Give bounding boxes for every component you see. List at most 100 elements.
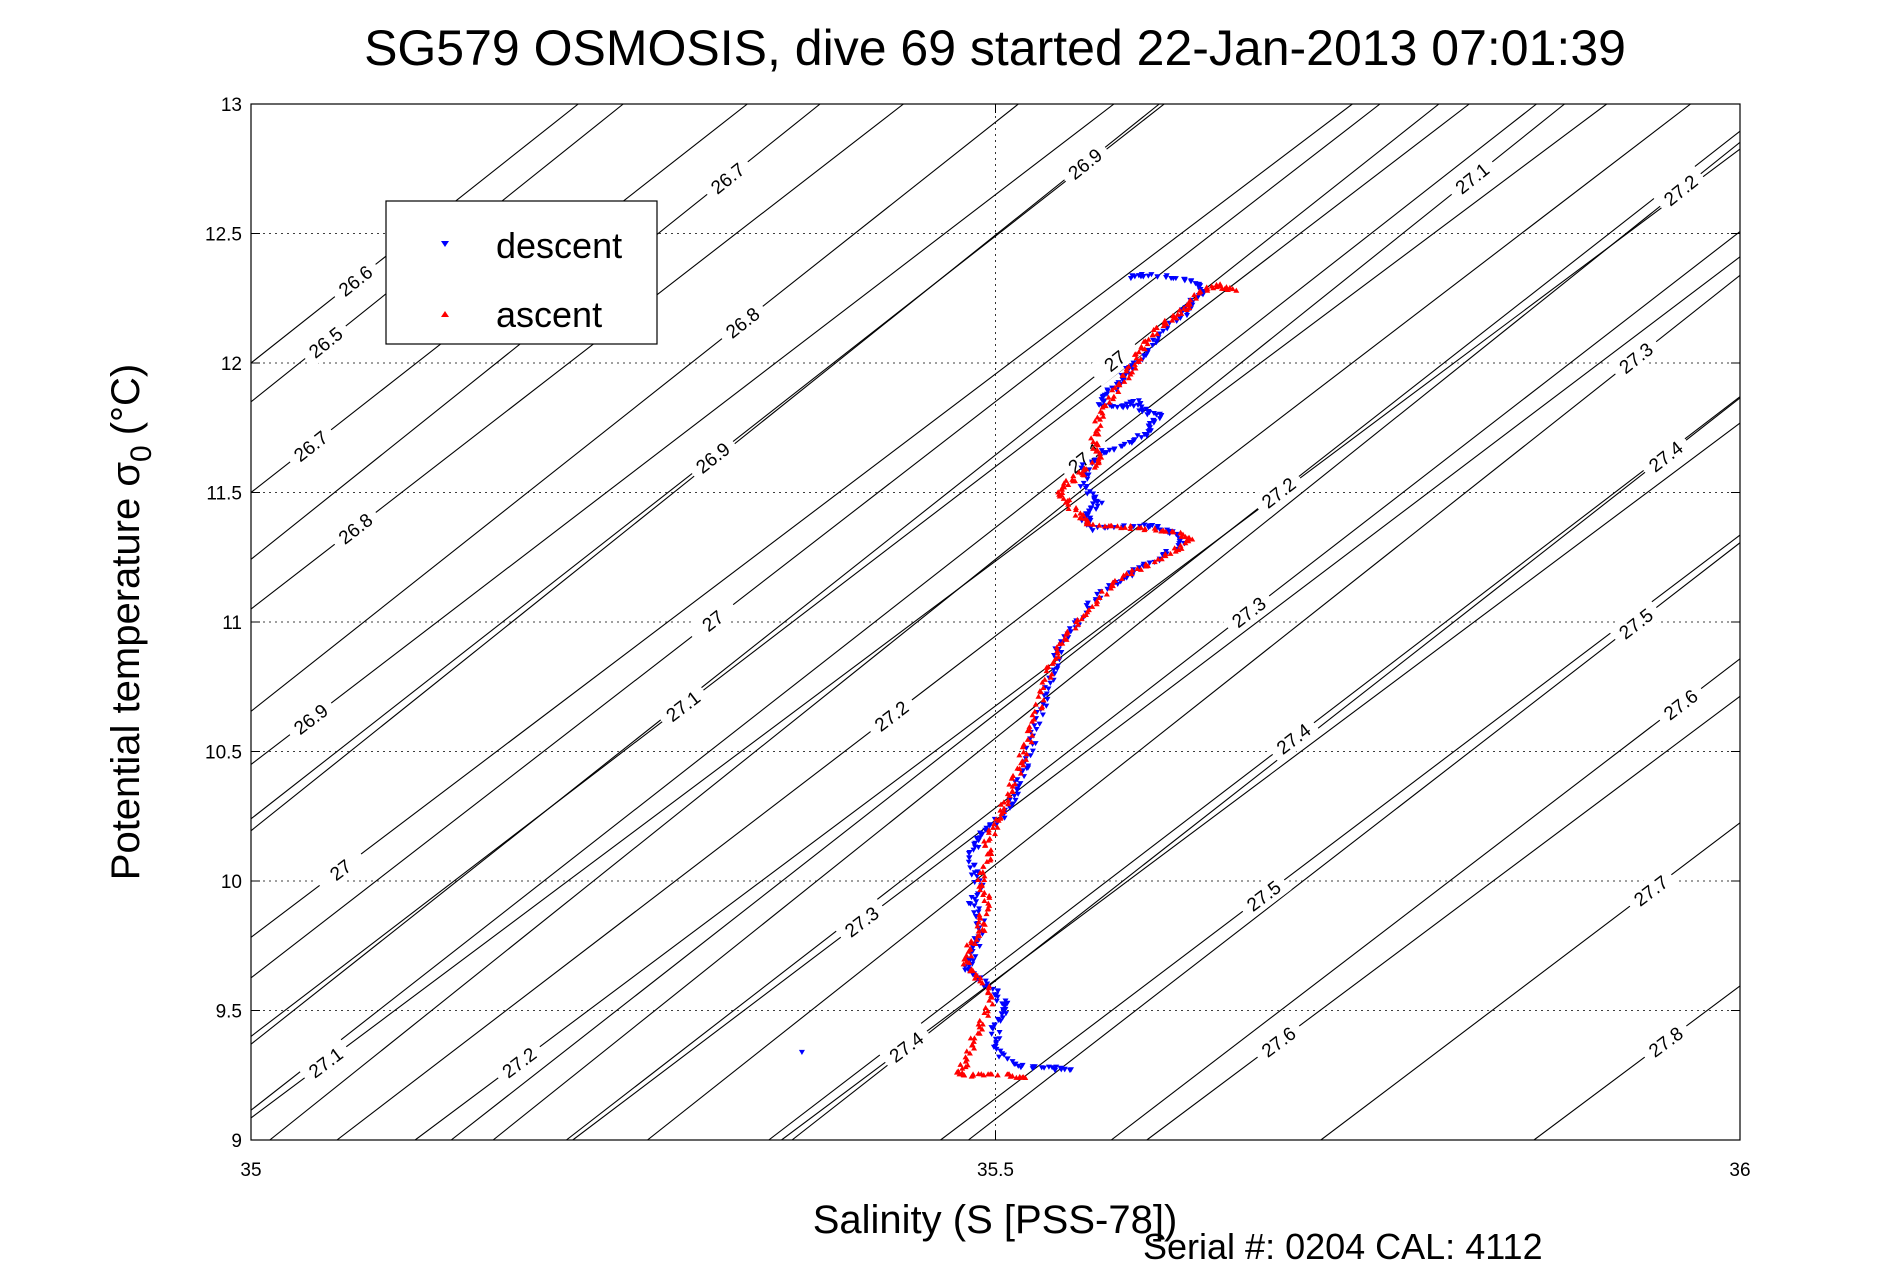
ascent-point [1178,545,1185,551]
ascent-point [1041,676,1048,682]
descent-point [1015,791,1022,797]
isopycnal-label-bg [1057,137,1113,190]
descent-point [1106,447,1113,453]
ascent-point [1141,527,1148,533]
ascent-point [1132,365,1139,371]
ascent-point [1150,326,1157,333]
ascent-point [1005,801,1012,807]
descent-point [1146,425,1153,431]
ascent-point [1043,668,1050,674]
ascent-point [1223,284,1230,290]
descent-point [1012,797,1019,804]
descent-point [1118,444,1125,450]
ascent-point [981,927,988,933]
descent-point [972,954,979,960]
ascent-point [981,876,988,883]
ascent-point [977,915,984,921]
ascent-point [979,1026,986,1032]
descent-point [993,998,1000,1004]
ascent-point [1127,525,1134,531]
y-tick-label: 11.5 [206,484,242,505]
ascent-point [1153,324,1160,331]
ascent-point [1170,529,1177,535]
descent-point [798,1049,805,1055]
isopycnal-label-bg [327,502,384,554]
descent-point [1011,793,1018,799]
ascent-point [982,1004,989,1011]
descent-point [1150,337,1157,343]
descent-point [1124,404,1131,411]
descent-point [1094,503,1101,509]
ascent-point [968,953,975,959]
ascent-point [1054,648,1061,654]
descent-point [1052,1067,1059,1074]
ascent-point [1060,495,1067,501]
ascent-point [1085,521,1092,527]
ascent-point [963,952,970,958]
isopycnal-line [768,395,1740,1140]
ascent-point [962,1064,969,1070]
ascent-point [1178,310,1185,316]
ascent-point [1038,705,1045,711]
ascent-point [975,919,982,925]
ascent-point [1123,368,1130,374]
ascent-point [985,827,992,833]
ascent-point [976,883,983,889]
isopycnal-label-bg [1622,865,1679,916]
ascent-point [957,1061,964,1067]
descent-point [1094,591,1101,597]
isopycnal-label-bg [491,1037,548,1088]
descent-point [1011,1061,1018,1068]
descent-point [1043,691,1050,697]
legend-ascent-label: ascent [496,294,602,335]
descent-point [992,1036,999,1042]
y-axis-label-subscript: 0 [125,445,158,462]
descent-point [1139,409,1146,415]
descent-point [976,943,983,950]
descent-point [1181,276,1188,282]
descent-point [1160,328,1167,334]
ascent-point [1171,314,1178,320]
ascent-point [1065,505,1072,511]
ascent-point [1186,301,1193,307]
descent-point [1082,485,1089,491]
ascent-point [970,967,977,974]
y-tick-label: 11 [222,613,242,634]
ascent-point [971,1035,978,1041]
ascent-point [1127,371,1134,377]
ascent-point [1204,287,1211,293]
ascent-point [1098,588,1105,594]
descent-point [994,994,1001,1000]
descent-point [1054,663,1061,669]
descent-point [1146,560,1153,566]
ascent-point [1009,1072,1016,1079]
descent-point [1015,783,1022,789]
descent-point [1089,501,1096,507]
descent-point [1049,1065,1056,1071]
ascent-point [1134,565,1141,571]
ascent-point [998,810,1005,816]
ascent-point [1115,388,1122,394]
ascent-point [971,1045,978,1051]
ascent-point [1182,540,1189,546]
descent-point [1089,528,1096,534]
descent-point [1118,403,1125,410]
ascent-point [1048,671,1055,677]
ascent-point [986,997,993,1003]
ascent-point [985,837,992,843]
ascent-point [1133,355,1140,361]
ascent-point [1020,749,1027,755]
ascent-point [976,932,983,938]
descent-point [1001,1052,1008,1058]
descent-point [1149,523,1156,529]
ascent-point [1151,558,1158,565]
ascent-point [1032,701,1039,707]
descent-point [1058,649,1065,656]
descent-point [1131,437,1138,443]
ascent-point [1049,660,1056,666]
ascent-point [1123,570,1130,576]
ascent-point [1096,594,1103,601]
isopycnal-line [251,104,1470,1038]
ascent-point [1099,410,1106,416]
